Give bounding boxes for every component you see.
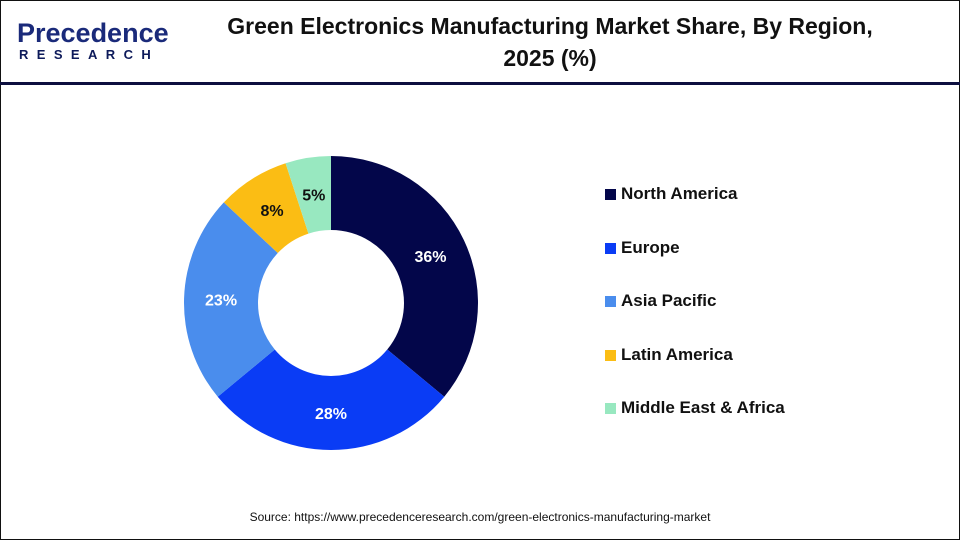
logo-wordmark: Precedence bbox=[17, 18, 169, 48]
slice-latin-america bbox=[223, 163, 309, 254]
slice-europe bbox=[217, 349, 445, 450]
legend-label: Europe bbox=[621, 237, 680, 257]
legend-swatch bbox=[605, 189, 616, 200]
logo: Precedence RESEARCH bbox=[17, 18, 169, 64]
legend-swatch bbox=[605, 403, 616, 414]
source-note: Source: https://www.precedenceresearch.c… bbox=[249, 510, 711, 524]
slice-asia-pacific bbox=[184, 202, 278, 397]
legend-swatch bbox=[605, 296, 616, 307]
slice-middle-east-africa bbox=[285, 156, 331, 234]
legend-label: Middle East & Africa bbox=[621, 398, 785, 417]
legend-swatch bbox=[605, 242, 616, 254]
legend-swatch bbox=[605, 349, 616, 361]
data-label: 8% bbox=[260, 203, 283, 220]
data-label: 5% bbox=[302, 187, 325, 204]
logo-subtitle: RESEARCH bbox=[19, 47, 160, 62]
chart-title: Green Electronics Manufacturing Market S… bbox=[227, 13, 873, 71]
data-label: 28% bbox=[315, 406, 347, 423]
legend-label: Asia Pacific bbox=[621, 291, 717, 310]
data-label: 36% bbox=[415, 249, 447, 266]
legend-label: Latin America bbox=[621, 344, 733, 364]
legend-label: North America bbox=[621, 184, 738, 203]
slice-north-america bbox=[331, 156, 478, 397]
data-label: 23% bbox=[205, 293, 237, 310]
header: Precedence RESEARCH Green Electronics Ma… bbox=[0, 0, 960, 85]
